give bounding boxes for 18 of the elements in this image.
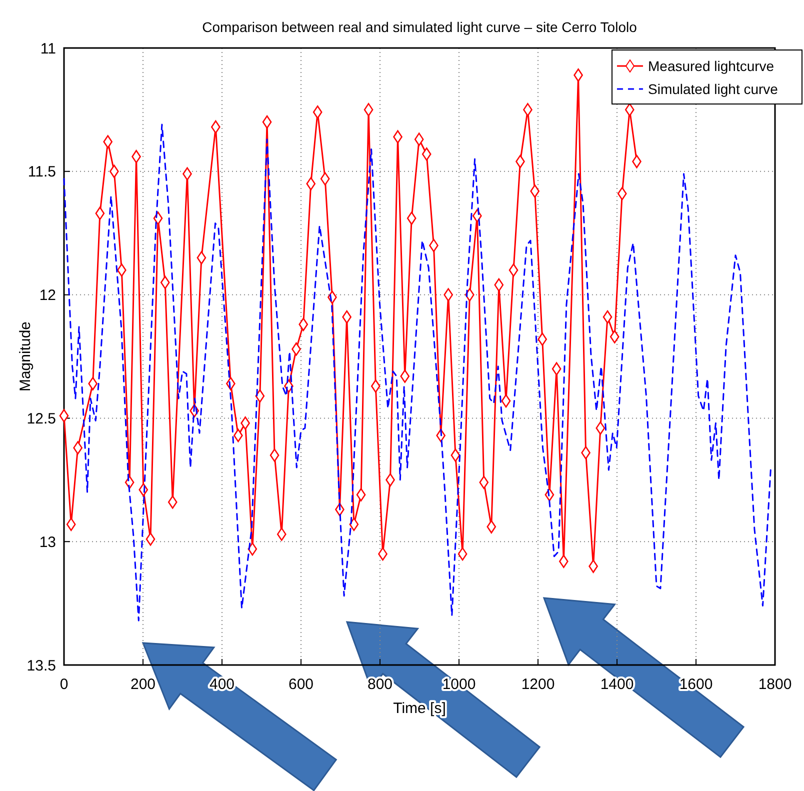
x-tick-label: 1200 (521, 676, 555, 693)
y-tick-label: 12 (39, 287, 56, 304)
x-tick-label: 0 (60, 676, 68, 693)
legend-label: Simulated light curve (648, 80, 778, 97)
y-tick-label: 12.5 (26, 410, 56, 428)
y-tick-label: 11.5 (28, 164, 56, 181)
y-tick-label: 13 (39, 534, 56, 551)
x-tick-label: 200 (130, 676, 156, 693)
y-axis-title: Magnitude (17, 321, 34, 392)
y-tick-label: 11 (40, 40, 56, 58)
x-tick-label: 1800 (758, 676, 792, 693)
legend-label: Measured lightcurve (648, 58, 774, 74)
x-axis-title: Time [s] (393, 700, 446, 717)
x-tick-label: 400 (209, 676, 235, 693)
line-series (63, 124, 772, 622)
y-tick-label: 13.5 (26, 657, 56, 674)
x-tick-label: 600 (288, 676, 314, 693)
chart-title: Comparison between real and simulated light curve – site Cerro Tololo (202, 19, 638, 35)
